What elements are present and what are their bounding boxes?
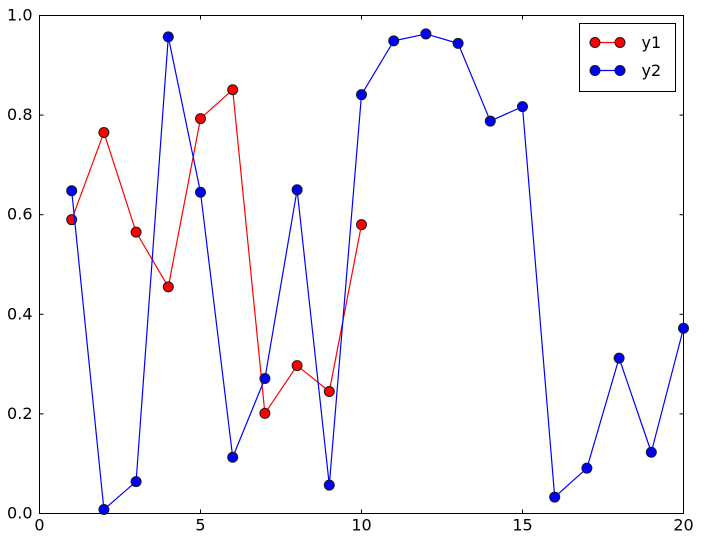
x-tick-label: 15: [512, 516, 532, 535]
marker-y2: [195, 186, 206, 198]
y-tick-label: 0.2: [7, 404, 32, 423]
marker-y2: [259, 373, 271, 385]
legend-sample-marker: [589, 37, 601, 48]
marker-y2: [98, 504, 110, 516]
series-line-y2: [71, 33, 685, 511]
x-tick-label: 5: [195, 516, 205, 535]
legend-sample-marker: [614, 65, 626, 76]
x-tick-label: 10: [351, 516, 371, 535]
marker-y2: [323, 479, 335, 491]
x-tick-label: 20: [673, 516, 693, 535]
marker-y2: [356, 89, 367, 101]
marker-y1: [195, 113, 206, 125]
series-line-y1: [71, 89, 363, 415]
legend-box: [579, 23, 676, 92]
marker-y1: [98, 127, 110, 139]
marker-y1: [291, 360, 303, 372]
marker-y1: [227, 84, 239, 96]
marker-y1: [162, 281, 174, 293]
legend-sample-marker: [614, 37, 626, 48]
marker-y1: [323, 385, 335, 397]
y-tick-label: 1.0: [7, 6, 32, 25]
x-tick-label: 0: [34, 516, 44, 535]
marker-y2: [678, 322, 689, 334]
marker-y2: [517, 101, 528, 113]
marker-y2: [549, 491, 561, 503]
legend-label: y2: [642, 61, 662, 80]
legend-sample-marker: [589, 65, 601, 76]
marker-y2: [613, 352, 625, 364]
marker-y2: [645, 446, 657, 458]
y-tick-label: 0.0: [7, 504, 32, 523]
marker-y2: [130, 476, 142, 488]
marker-y2: [291, 184, 303, 196]
y-tick-label: 0.4: [7, 304, 32, 323]
marker-y2: [581, 462, 593, 474]
legend-entry-y2: y2: [589, 61, 662, 80]
marker-y2: [452, 37, 464, 49]
marker-y2: [484, 115, 496, 127]
marker-y1: [356, 219, 367, 231]
y-tick-label: 0.6: [7, 205, 32, 224]
marker-y1: [130, 226, 142, 238]
legend-entry-y1: y1: [589, 33, 662, 52]
marker-y2: [227, 451, 239, 463]
marker-y2: [388, 35, 400, 47]
marker-y2: [66, 185, 78, 197]
marker-y1: [259, 407, 271, 419]
marker-y2: [420, 28, 432, 40]
legend-label: y1: [642, 33, 662, 52]
marker-y2: [162, 31, 174, 43]
y-tick-label: 0.8: [7, 105, 32, 124]
